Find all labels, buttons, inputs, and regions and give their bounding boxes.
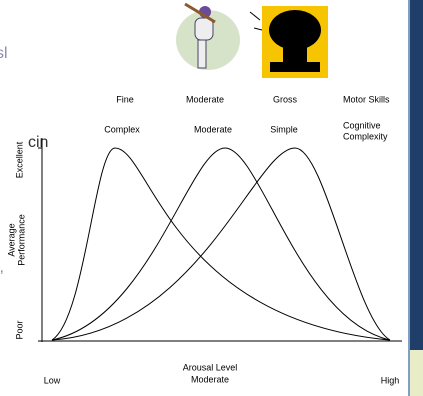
- slide-fragment: cin: [28, 134, 48, 151]
- motor-label: Gross: [273, 94, 298, 104]
- slide-fragment: sl: [0, 45, 8, 62]
- curve-complex: [52, 148, 390, 340]
- x-label: Moderate: [191, 374, 229, 384]
- motor-title: Motor Skills: [343, 94, 390, 104]
- curves: [52, 148, 390, 340]
- curve-moderate: [52, 148, 390, 340]
- y-label: Average: [6, 223, 16, 256]
- baseball-clipart: [176, 4, 240, 70]
- side-strip: [410, 0, 423, 350]
- y-label: Performance: [16, 214, 26, 266]
- slide-fragment: l,: [0, 259, 4, 276]
- x-title: Arousal Level: [183, 362, 238, 372]
- weightlifter-clipart: [250, 6, 328, 78]
- cognitive-title: Cognitive: [343, 120, 381, 130]
- y-label: Poor: [14, 320, 24, 339]
- side-strip-edge: [408, 0, 410, 396]
- slide: sl cin l, Fine Moderate Gross Motor Skil…: [0, 0, 423, 396]
- x-label: High: [381, 375, 400, 385]
- cognitive-label: Moderate: [194, 124, 232, 134]
- curve-simple: [52, 148, 390, 340]
- motor-label: Moderate: [186, 94, 224, 104]
- cognitive-label: Simple: [270, 124, 298, 134]
- cognitive-title: Complexity: [343, 131, 388, 141]
- motor-label: Fine: [116, 94, 134, 104]
- cognitive-label: Complex: [104, 124, 140, 134]
- x-label: Low: [44, 375, 61, 385]
- side-strip-bottom: [410, 350, 423, 396]
- page: sl cin l, Fine Moderate Gross Motor Skil…: [0, 0, 423, 396]
- y-label: Excellent: [14, 141, 24, 178]
